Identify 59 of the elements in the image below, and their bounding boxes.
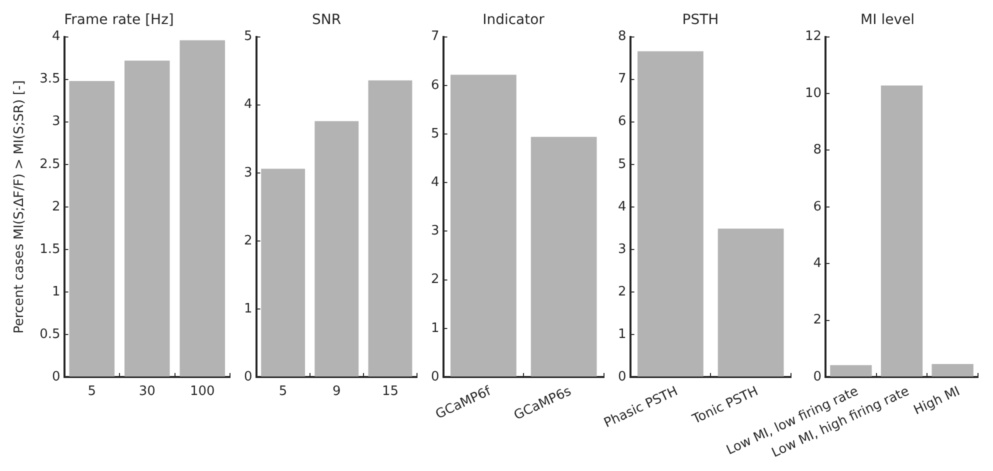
- y-tick-label: 12: [804, 29, 822, 44]
- y-tick-label: 2.5: [40, 156, 60, 172]
- y-tick-label: 8: [618, 29, 626, 44]
- chart-title: SNR: [312, 12, 342, 28]
- y-tick-label: 2: [244, 233, 252, 248]
- y-tick-label: 0: [618, 369, 626, 384]
- y-tick-label: 5: [244, 29, 252, 44]
- y-tick-label: 0.5: [40, 326, 60, 342]
- x-tick-label: 100: [190, 384, 215, 399]
- y-tick-label: 1: [430, 320, 440, 336]
- x-tick-label: 5: [278, 384, 288, 399]
- chart-title: PSTH: [682, 12, 719, 28]
- y-tick-label: 3: [430, 224, 440, 239]
- y-tick-label: 5: [618, 156, 626, 172]
- x-tick-label: High MI: [912, 384, 962, 418]
- y-tick-label: 1: [244, 301, 252, 316]
- y-tick-label: 10: [804, 86, 822, 101]
- bar: [830, 365, 872, 376]
- bar: [368, 80, 412, 376]
- y-axis-title: Percent cases MI(S;ΔF/F) > MI(S;SR) [-]: [12, 80, 28, 334]
- y-tick-label: 5: [430, 126, 440, 142]
- x-tick-label: 5: [88, 384, 96, 399]
- y-tick-label: 4: [430, 174, 440, 190]
- chart-title: Indicator: [482, 12, 545, 28]
- y-tick-label: 1: [618, 326, 626, 342]
- y-tick-label: 2: [618, 284, 626, 300]
- y-tick-label: 0: [244, 369, 252, 384]
- y-tick-label: 3: [52, 114, 60, 130]
- y-tick-label: 4: [52, 29, 60, 44]
- chart-title: MI level: [860, 12, 914, 28]
- y-tick-label: 2: [430, 272, 440, 288]
- y-tick-label: 3: [244, 165, 252, 180]
- bar: [314, 121, 359, 376]
- chart-title: Frame rate [Hz]: [64, 12, 174, 28]
- y-tick-label: 2: [813, 312, 822, 328]
- bar: [880, 86, 923, 376]
- y-tick-label: 1: [52, 284, 60, 300]
- x-tick-label: 9: [332, 384, 341, 399]
- y-tick-label: 0: [430, 369, 440, 384]
- x-tick-label: Tonic PSTH: [689, 384, 761, 428]
- y-tick-label: 4: [813, 256, 822, 271]
- y-tick-label: 7: [618, 72, 626, 87]
- y-tick-label: 1.5: [40, 242, 60, 257]
- x-tick-label: 30: [138, 384, 156, 399]
- y-tick-label: 6: [430, 78, 440, 93]
- x-tick-label: 15: [382, 384, 398, 399]
- y-tick-label: 8: [813, 142, 822, 158]
- y-tick-label: 3.5: [40, 72, 60, 87]
- y-tick-label: 0: [52, 369, 60, 384]
- bar: [932, 364, 974, 376]
- y-tick-label: 4: [618, 199, 626, 214]
- bar: [261, 168, 306, 376]
- y-tick-label: 4: [244, 97, 252, 112]
- y-tick-label: 2: [52, 199, 60, 214]
- y-tick-label: 0: [813, 369, 822, 384]
- y-tick-label: 7: [430, 29, 440, 44]
- y-tick-label: 3: [618, 242, 626, 257]
- y-tick-label: 6: [618, 114, 626, 130]
- y-tick-label: 6: [813, 199, 822, 214]
